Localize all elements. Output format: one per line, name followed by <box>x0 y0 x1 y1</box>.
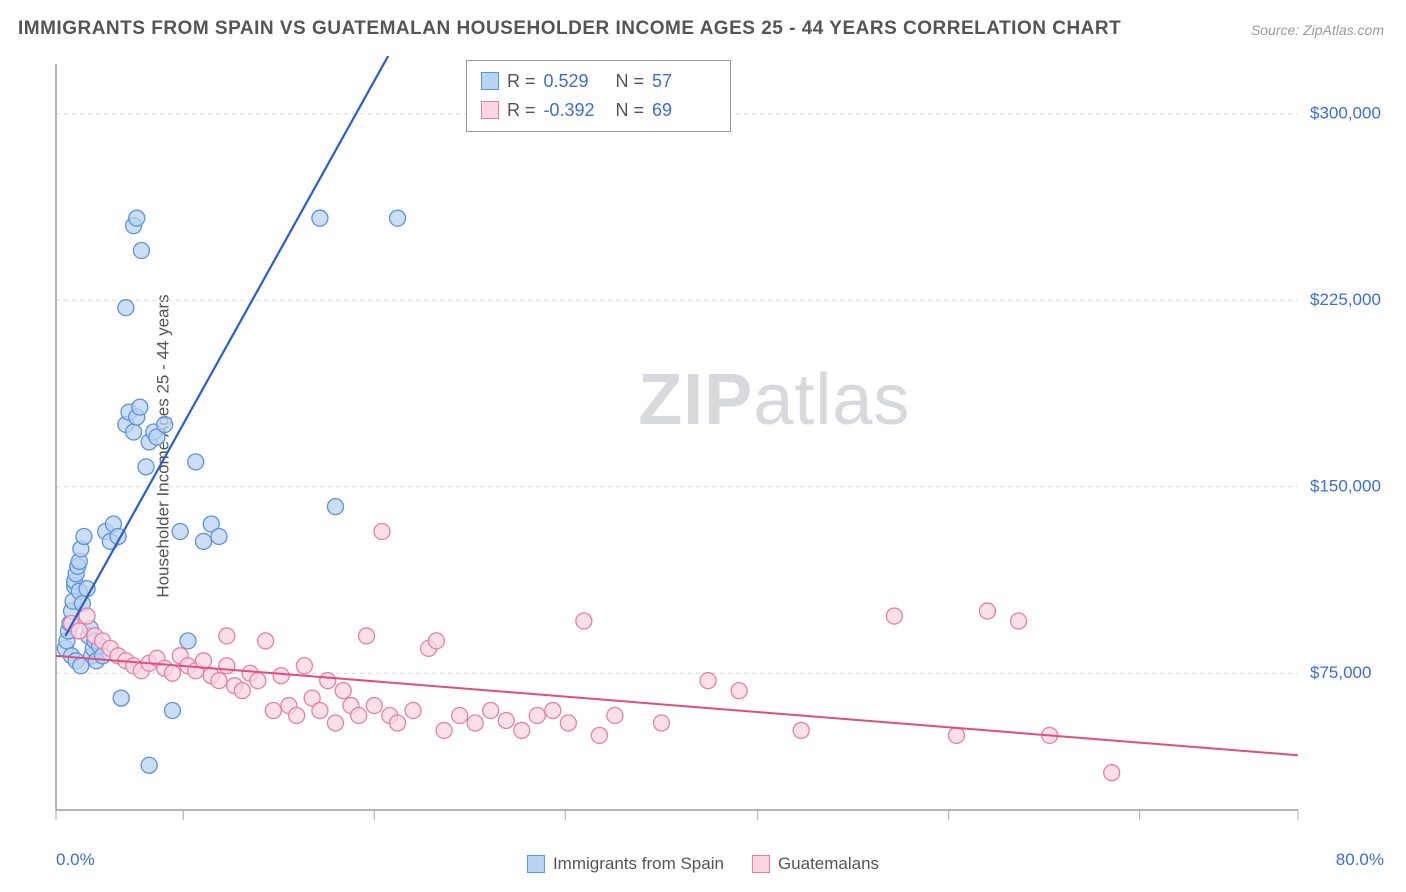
source-attribution: Source: ZipAtlas.com <box>1251 22 1384 38</box>
svg-text:$225,000: $225,000 <box>1310 290 1381 309</box>
legend-swatch-guatemalans <box>752 855 770 873</box>
legend-item-spain: Immigrants from Spain <box>527 854 724 874</box>
scatter-svg: $75,000 $150,000 $225,000 $300,000 <box>54 56 1388 838</box>
svg-text:$150,000: $150,000 <box>1310 477 1381 496</box>
svg-text:$75,000: $75,000 <box>1310 663 1371 682</box>
chart-plot-area: $75,000$150,000$225,000$300,000 ZIPatlas… <box>54 56 1388 838</box>
chart-title: IMMIGRANTS FROM SPAIN VS GUATEMALAN HOUS… <box>18 18 1121 40</box>
correlation-stats-box: R =0.529N =57R =-0.392N =69 <box>466 60 731 132</box>
legend-label-spain: Immigrants from Spain <box>553 854 724 874</box>
x-axis-max-label: 80.0% <box>1336 850 1384 870</box>
stats-row: R =-0.392N =69 <box>481 96 716 125</box>
legend-swatch-spain <box>527 855 545 873</box>
legend-label-guatemalans: Guatemalans <box>778 854 879 874</box>
legend-item-guatemalans: Guatemalans <box>752 854 879 874</box>
x-axis-min-label: 0.0% <box>56 850 95 870</box>
legend: Immigrants from Spain Guatemalans <box>527 854 879 874</box>
stats-row: R =0.529N =57 <box>481 67 716 96</box>
svg-text:$300,000: $300,000 <box>1310 104 1381 123</box>
